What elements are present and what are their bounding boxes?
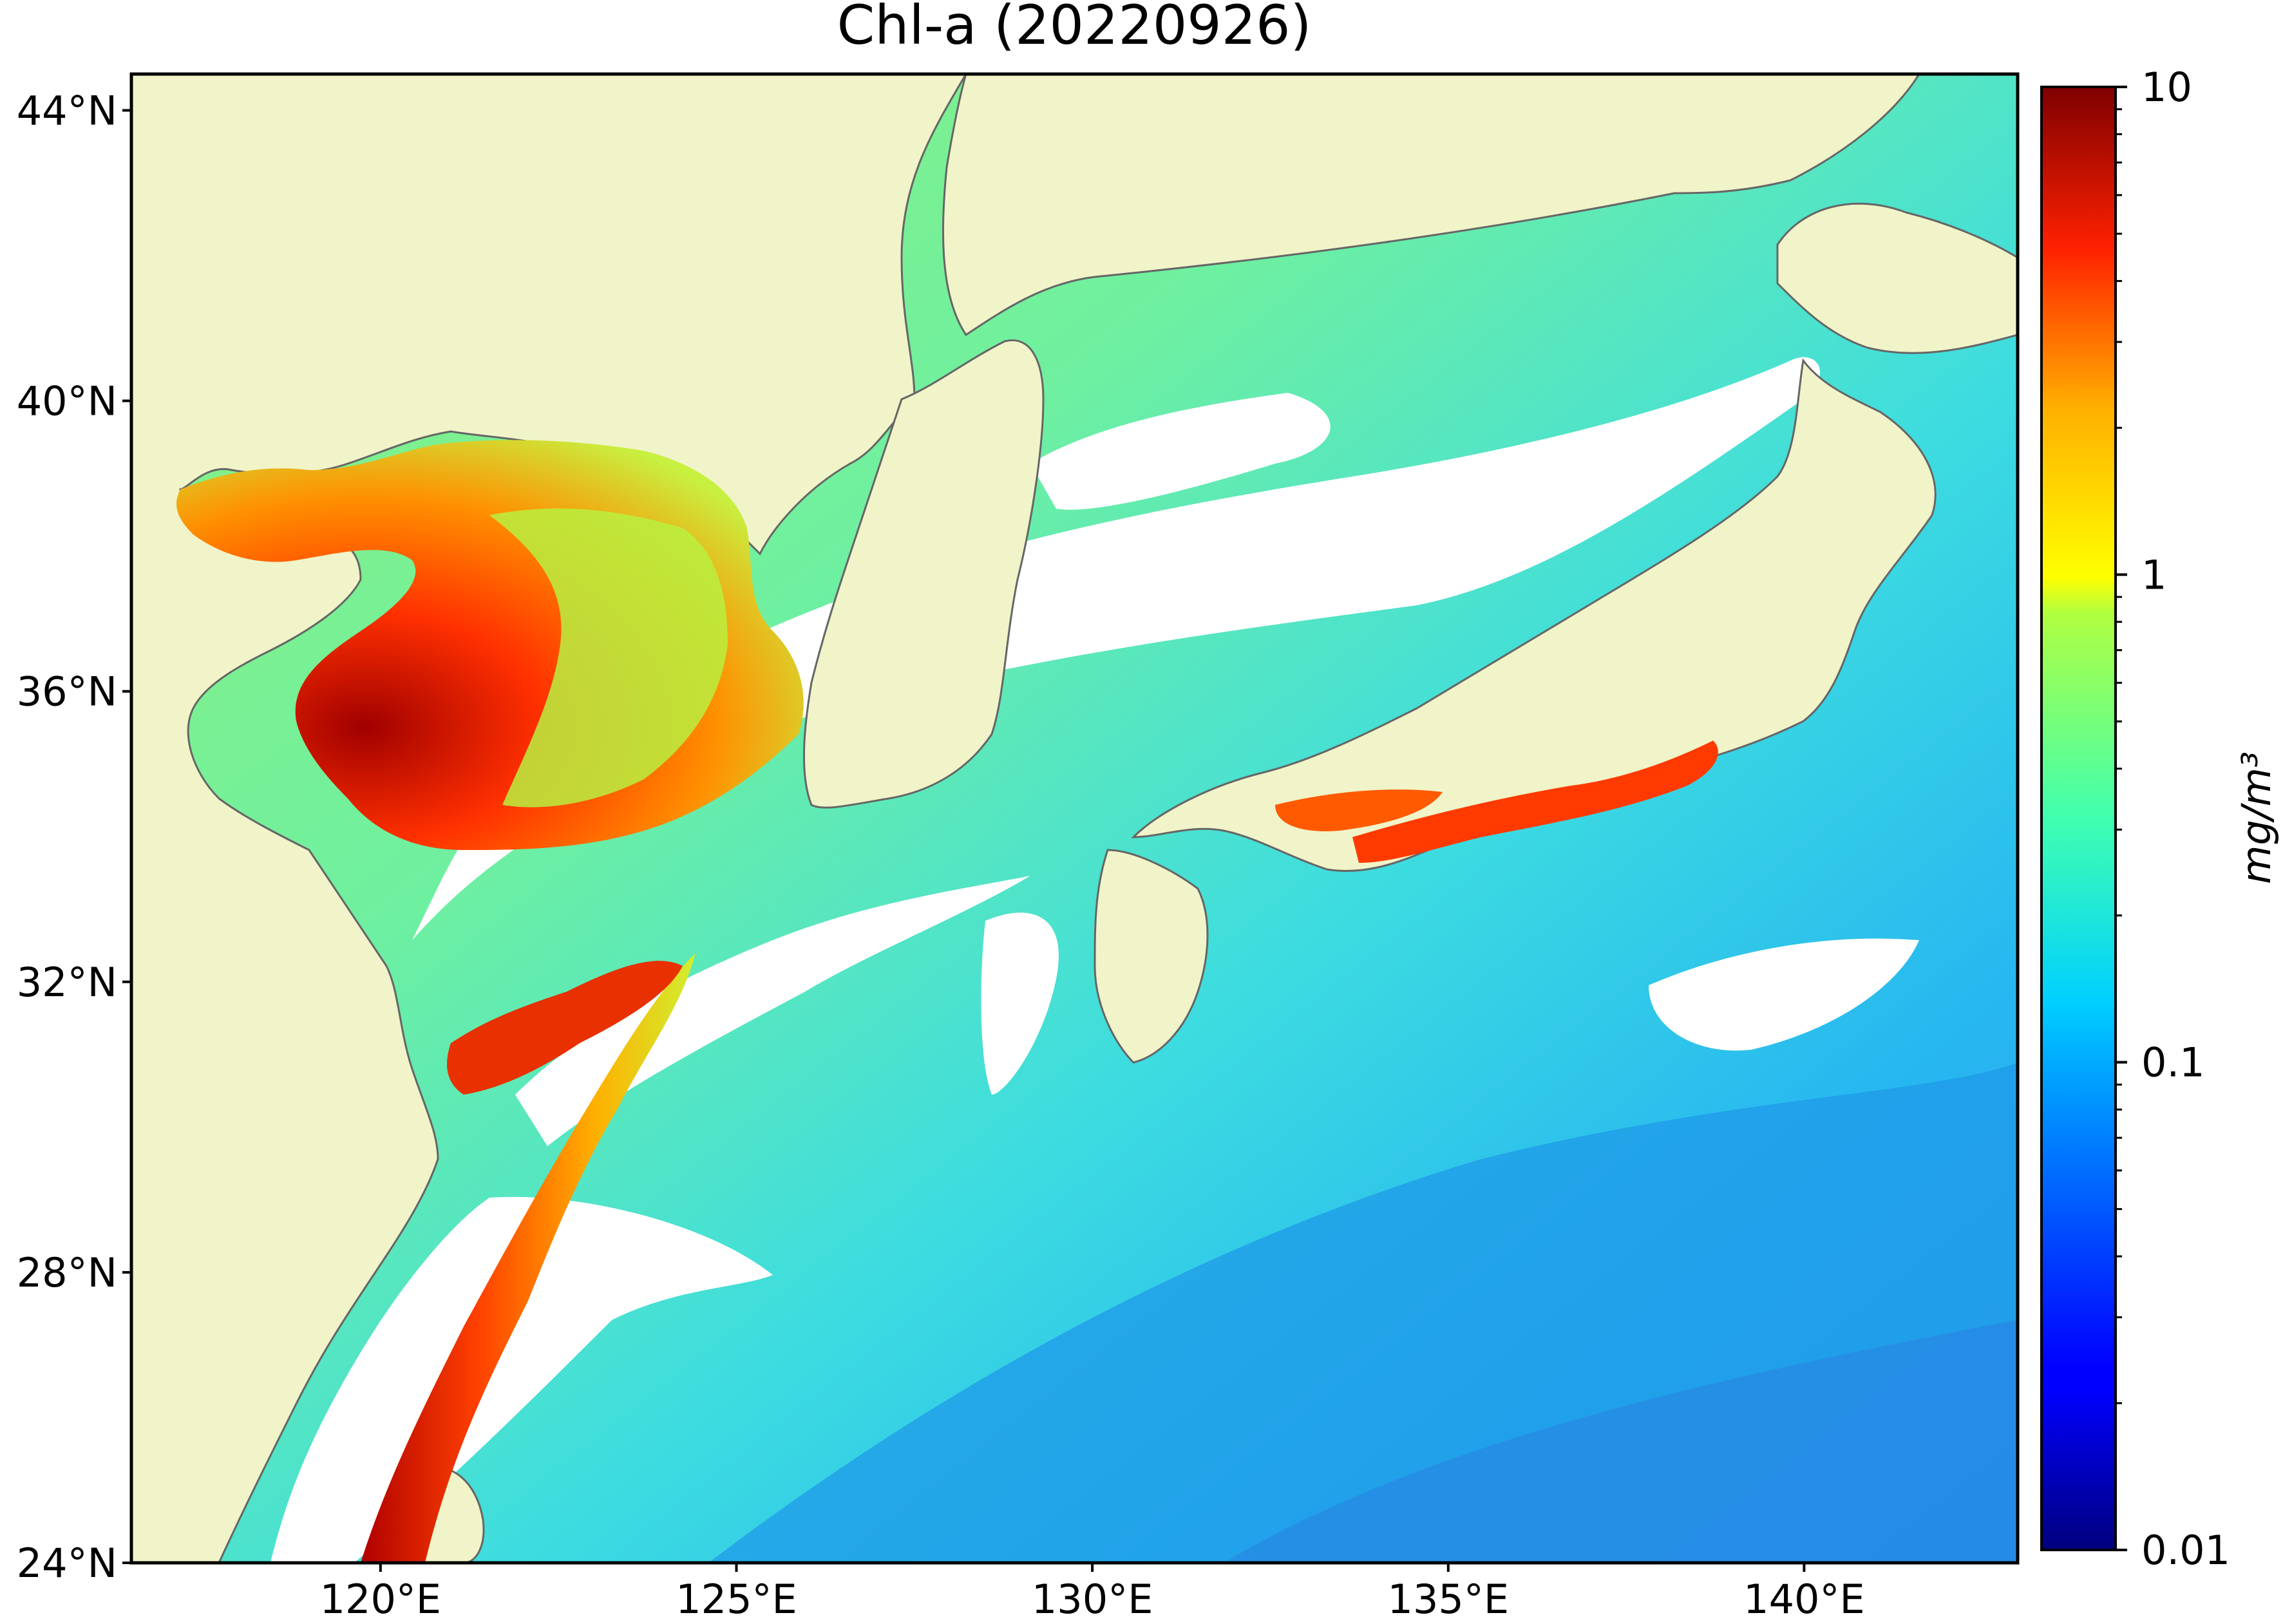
colorbar: 10 1 0.1 0.01 mg/m³ <box>2040 64 2280 1574</box>
cloud-mask-east <box>1649 938 1919 1051</box>
lat-tick-label: 36°N <box>17 668 117 715</box>
colorbar-tick-label: 0.1 <box>2141 1039 2205 1086</box>
lat-tick-label: 32°N <box>17 959 117 1006</box>
colorbar-ticks: 10 1 0.1 0.01 <box>2116 64 2230 1574</box>
changjiang-plume <box>447 961 683 1095</box>
colorbar-unit-label: mg/m³ <box>2233 751 2280 884</box>
open-ocean-low-chl-patch-2 <box>1224 1320 2018 1563</box>
japan-coast-high-chl <box>1352 741 1718 863</box>
map-area <box>131 74 2018 1563</box>
chart-title: Chl-a (20220926) <box>837 0 1312 57</box>
lon-tick-label: 140°E <box>1743 1576 1865 1623</box>
cloud-mask-north <box>1030 393 1331 510</box>
colorbar-tick-label: 1 <box>2141 551 2166 598</box>
lat-tick-label: 44°N <box>17 87 117 134</box>
yellow-sea-mid-chl <box>489 508 728 807</box>
lon-tick-label: 135°E <box>1388 1576 1510 1623</box>
land-japan-kyushu <box>1094 849 1209 1064</box>
seto-inland-sea-high-chl <box>1275 789 1443 831</box>
east-china-coast-high-chl <box>361 953 696 1563</box>
map-frame <box>129 72 2020 1565</box>
lon-tick-label: 120°E <box>320 1576 442 1623</box>
cloud-mask-band-2 <box>515 876 1030 1146</box>
colorbar-gradient <box>2040 86 2117 1551</box>
latitude-ticks: 44°N 40°N 36°N 32°N 28°N 24°N <box>17 87 131 1587</box>
land-russia <box>942 74 1920 337</box>
colorbar-tick-label: 0.01 <box>2141 1527 2230 1574</box>
land-japan-hokkaido <box>1776 202 2018 354</box>
cloud-mask-band <box>412 357 1821 940</box>
lat-tick-label: 24°N <box>17 1540 117 1587</box>
lat-tick-label: 28°N <box>17 1249 117 1296</box>
lon-tick-label: 130°E <box>1032 1576 1153 1623</box>
longitude-ticks: 120°E 125°E 130°E 135°E 140°E <box>320 1563 1865 1623</box>
lat-tick-label: 40°N <box>17 378 117 425</box>
lon-tick-label: 125°E <box>676 1576 797 1623</box>
cloud-mask-east-2 <box>981 912 1059 1095</box>
colorbar-tick-label: 10 <box>2141 64 2192 111</box>
land-korea <box>802 339 1045 809</box>
land-japan-honshu <box>1131 358 1937 872</box>
